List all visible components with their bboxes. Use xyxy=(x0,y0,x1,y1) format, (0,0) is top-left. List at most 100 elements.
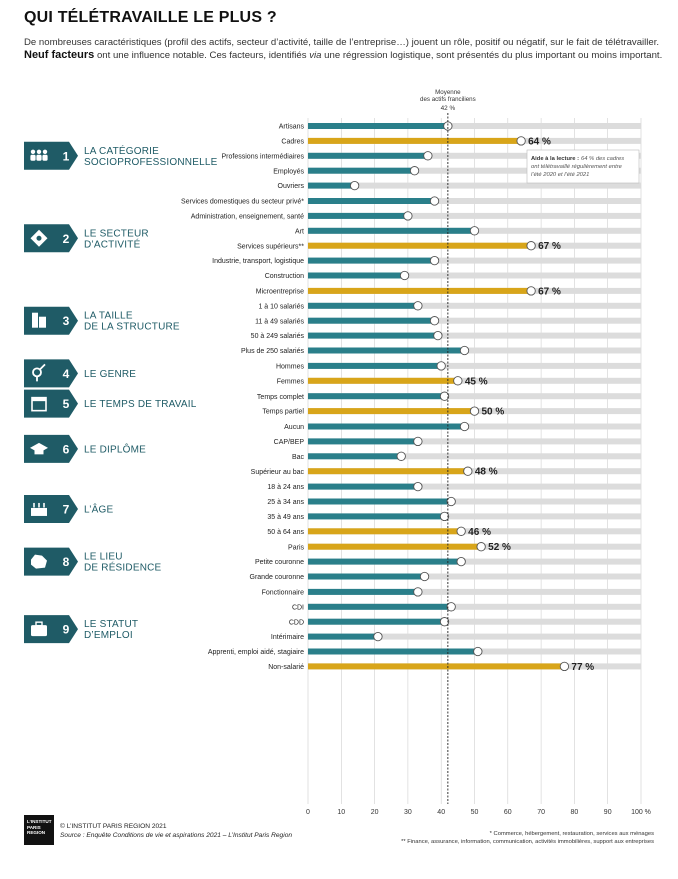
group-heading: SOCIOPROFESSIONNELLE xyxy=(84,157,218,168)
x-tick-label: 20 xyxy=(371,809,379,816)
bar-end-marker xyxy=(516,136,526,146)
data-label: 67 % xyxy=(538,241,561,252)
bar xyxy=(308,588,418,595)
people-icon xyxy=(42,154,48,161)
bar-track xyxy=(308,302,641,309)
bar-track xyxy=(308,152,641,159)
people-icon xyxy=(36,149,42,154)
bar xyxy=(308,287,532,294)
bar-end-marker xyxy=(439,391,450,401)
bar xyxy=(308,603,452,610)
category-label: Apprenti, emploi aidé, stagiaire xyxy=(208,649,304,656)
cake-icon xyxy=(38,502,40,508)
bar xyxy=(308,167,415,174)
category-label: Aucun xyxy=(284,424,304,431)
bar-end-marker xyxy=(396,451,406,461)
bar-end-marker xyxy=(436,361,446,371)
bar xyxy=(308,212,408,219)
cake-icon xyxy=(33,502,35,508)
group-heading: LE TEMPS DE TRAVAIL xyxy=(84,399,197,410)
bar-end-marker xyxy=(399,270,410,281)
people-icon xyxy=(42,149,48,154)
note-2: ** Finance, assurance, information, comm… xyxy=(401,839,654,845)
bar-end-marker xyxy=(423,151,433,161)
group-number: 7 xyxy=(63,502,70,516)
reference-label: des actifs franciliens xyxy=(420,96,476,103)
data-label: 52 % xyxy=(488,542,511,553)
cake-icon xyxy=(43,502,45,508)
briefcase-icon xyxy=(35,621,43,627)
bar-end-marker xyxy=(446,602,456,612)
bar xyxy=(308,347,465,354)
bar xyxy=(308,377,458,384)
category-label: Petite couronne xyxy=(255,559,304,566)
bar-track xyxy=(308,423,641,430)
people-icon xyxy=(36,154,42,161)
bar-end-marker xyxy=(439,617,450,627)
bar-track xyxy=(308,573,641,580)
group-number: 3 xyxy=(63,314,70,328)
bar xyxy=(308,648,478,655)
bar-track xyxy=(308,513,641,520)
bar xyxy=(308,468,468,475)
category-label: Employés xyxy=(273,168,304,175)
bar-track xyxy=(308,257,641,264)
bar xyxy=(308,453,402,460)
group-heading: D’EMPLOI xyxy=(84,630,133,641)
bar-end-marker xyxy=(433,330,443,341)
bar-track xyxy=(308,393,641,400)
page-title: QUI TÉLÉTRAVAILLE LE PLUS ? xyxy=(24,9,277,26)
bar-track xyxy=(308,347,641,354)
reference-label: Moyenne xyxy=(435,89,461,96)
source: Source : Enquête Conditions de vie et as… xyxy=(60,831,293,839)
intro-line2a: ont une influence notable. Ces facteurs,… xyxy=(94,50,310,61)
group-number: 6 xyxy=(63,442,70,456)
bar-track xyxy=(308,272,641,279)
people-icon xyxy=(30,154,36,161)
bar-end-marker xyxy=(476,542,486,552)
data-label: 67 % xyxy=(538,286,561,297)
bar-end-marker xyxy=(526,241,536,251)
category-label: Cadres xyxy=(281,139,304,146)
bar xyxy=(308,618,445,625)
category-label: 50 à 249 salariés xyxy=(251,333,305,340)
category-label: Artisans xyxy=(279,124,305,131)
bar-track xyxy=(308,618,641,625)
bar xyxy=(308,408,475,415)
x-tick-label: 70 xyxy=(537,809,545,816)
buildings-icon xyxy=(32,312,38,328)
bar-end-marker xyxy=(526,286,536,296)
bar-track xyxy=(308,498,641,505)
bar-end-marker xyxy=(456,526,466,536)
group-heading: DE RÉSIDENCE xyxy=(84,561,162,574)
bar xyxy=(308,242,532,249)
reading-aid-text: 64 % des cadres xyxy=(581,156,624,162)
data-label: 45 % xyxy=(465,376,488,387)
bar xyxy=(308,198,435,204)
category-label: 25 à 34 ans xyxy=(267,499,304,506)
data-label: 48 % xyxy=(475,467,498,478)
bar xyxy=(308,483,418,490)
bar xyxy=(308,137,522,144)
bar-track xyxy=(308,212,641,219)
bar-end-marker xyxy=(559,661,570,672)
buildings-icon xyxy=(39,316,46,328)
category-label: Intérimaire xyxy=(271,634,304,641)
group-number: 1 xyxy=(63,149,70,163)
x-tick-label: 50 xyxy=(471,809,479,816)
category-label: CAP/BEP xyxy=(274,439,305,446)
group-heading: L’ÂGE xyxy=(84,502,113,515)
group-heading: LE GENRE xyxy=(84,369,136,380)
intro-text: De nombreuses caractéristiques (profil d… xyxy=(24,36,664,62)
category-label: Professions intermédiaires xyxy=(222,153,305,160)
bar-track xyxy=(308,558,641,565)
bar-end-marker xyxy=(413,301,423,311)
bar xyxy=(308,272,405,279)
category-label: Temps complet xyxy=(257,394,304,401)
bar-track xyxy=(308,438,641,445)
category-label: Plus de 250 salariés xyxy=(241,348,305,355)
category-label: CDD xyxy=(289,619,304,626)
bar-track xyxy=(308,588,641,595)
reading-aid-title: Aide à la lecture : xyxy=(531,156,579,162)
bar-end-marker xyxy=(429,255,440,266)
